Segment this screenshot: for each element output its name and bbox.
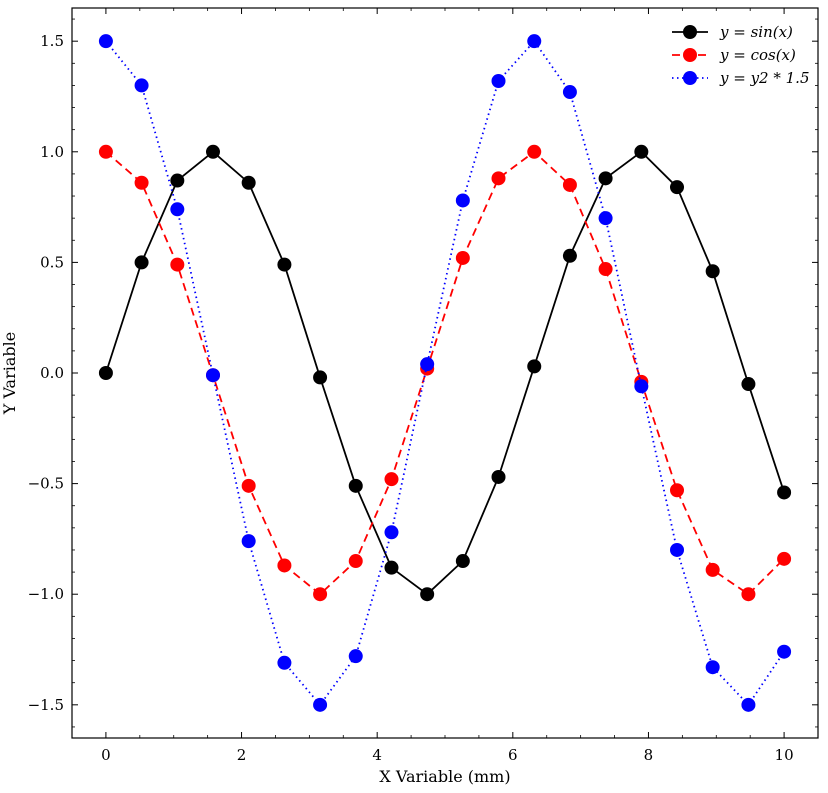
y-tick-label: −1.5 (28, 696, 64, 714)
y-tick-label: 1.0 (40, 143, 64, 161)
x-tick-label: 2 (237, 746, 247, 764)
axis-ticks: 0 2 4 6 8 10 −1.5 −1.0 −0.5 0.0 0.5 1.0 1.5 (28, 8, 818, 764)
data-point-sin (205, 144, 220, 159)
y-tick-label: −1.0 (28, 585, 64, 603)
data-point-sin (598, 171, 613, 186)
data-point-scaled (634, 379, 649, 394)
data-point-sin (670, 180, 685, 195)
data-point-sin (348, 478, 363, 493)
plot-frame (71, 7, 819, 739)
data-point-sin (420, 587, 435, 602)
data-point-scaled (277, 655, 292, 670)
x-tick-label: 6 (508, 746, 518, 764)
series-line-sin (105, 150, 785, 596)
data-point-sin (777, 485, 792, 500)
data-point-sin (98, 366, 113, 380)
data-point-scaled (98, 34, 113, 49)
data-point-cos (670, 483, 685, 498)
data-point-scaled (741, 697, 756, 712)
data-point-scaled (705, 660, 720, 675)
data-point-cos (277, 558, 292, 573)
data-point-scaled (598, 211, 613, 226)
legend-marker-sin (683, 25, 697, 39)
legend-label-cos: y = cos(x) (719, 46, 796, 64)
data-point-sin (384, 560, 399, 575)
data-point-scaled (562, 85, 577, 100)
data-point-cos (491, 171, 506, 186)
data-point-cos (98, 144, 113, 159)
x-tick-label: 4 (372, 746, 382, 764)
data-point-scaled (527, 34, 542, 49)
data-point-sin (491, 469, 506, 484)
y-axis-label: Y Variable (0, 332, 19, 415)
x-tick-label: 0 (101, 746, 111, 764)
data-point-sin (241, 175, 256, 190)
data-point-scaled (455, 193, 470, 208)
series-line-cos (105, 150, 785, 596)
x-tick-label: 8 (644, 746, 654, 764)
data-point-scaled (384, 525, 399, 540)
data-point-cos (598, 262, 613, 277)
data-point-scaled (313, 697, 328, 712)
data-point-sin (634, 144, 649, 159)
data-point-cos (313, 587, 328, 602)
data-point-scaled (670, 542, 685, 557)
legend-label-sin: y = sin(x) (719, 23, 793, 41)
legend-label-scaled: y = y2 * 1.5 (719, 69, 810, 87)
x-axis-label: X Variable (mm) (379, 767, 510, 786)
data-point-sin (527, 359, 542, 374)
data-point-scaled (241, 534, 256, 549)
data-point-cos (777, 551, 792, 566)
y-tick-label: 0.0 (40, 364, 64, 382)
data-point-scaled (170, 202, 185, 217)
data-point-scaled (134, 78, 149, 93)
data-point-sin (313, 370, 328, 385)
data-point-sin (741, 377, 756, 392)
y-tick-label: 1.5 (40, 32, 64, 50)
data-point-sin (705, 264, 720, 279)
data-point-cos (562, 177, 577, 192)
data-point-cos (741, 587, 756, 602)
data-point-scaled (348, 649, 363, 664)
data-point-cos (170, 257, 185, 272)
y-tick-label: 0.5 (40, 253, 64, 271)
data-point-sin (562, 248, 577, 263)
legend-marker-scaled (683, 71, 697, 85)
x-tick-label: 10 (775, 746, 794, 764)
data-point-cos (348, 554, 363, 569)
legend-marker-cos (683, 48, 697, 62)
data-point-cos (134, 175, 149, 190)
data-point-cos (384, 472, 399, 487)
data-point-scaled (491, 74, 506, 88)
data-point-cos (527, 144, 542, 159)
data-point-sin (170, 173, 185, 188)
data-point-cos (241, 478, 256, 493)
legend: y = sin(x) y = cos(x) y = y2 * 1.5 (672, 23, 810, 87)
data-point-scaled (420, 357, 435, 372)
data-point-scaled (777, 644, 792, 659)
data-point-scaled (205, 368, 220, 383)
y-tick-label: −0.5 (28, 475, 64, 493)
data-point-cos (455, 250, 470, 265)
series-layer (98, 34, 792, 712)
data-point-sin (455, 554, 470, 569)
data-point-cos (705, 562, 720, 577)
data-point-sin (134, 255, 149, 270)
data-point-sin (277, 257, 292, 272)
